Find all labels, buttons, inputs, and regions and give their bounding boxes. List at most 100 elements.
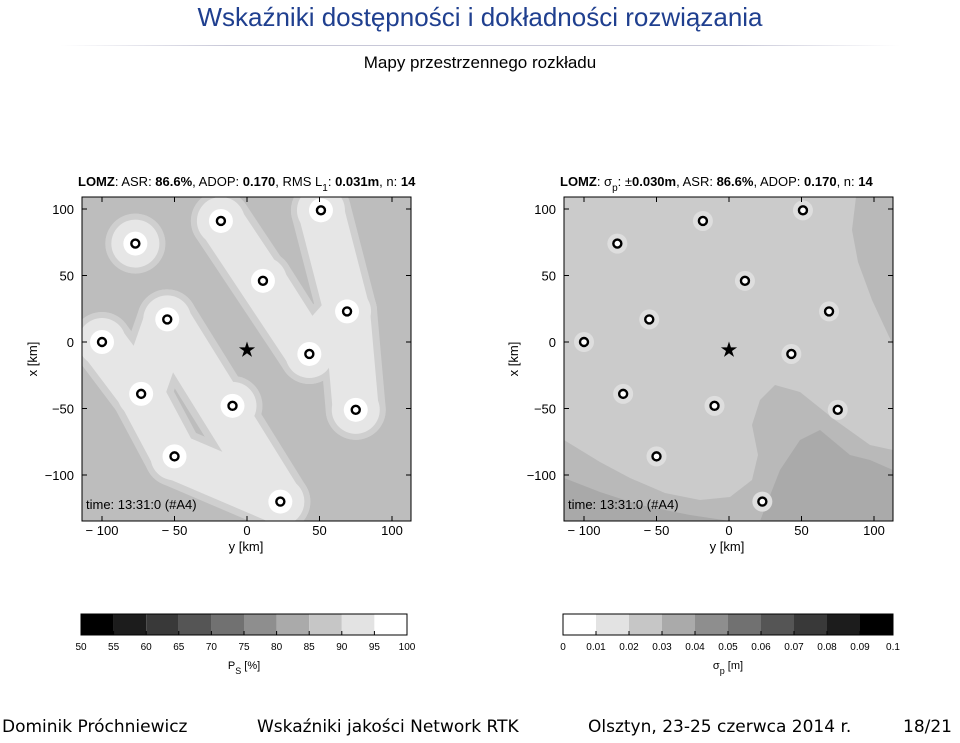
colorbar-swatch: [629, 614, 662, 635]
title-part: : ±: [618, 174, 632, 189]
colorbar-swatch: [374, 614, 407, 635]
y-tick-label: −100: [527, 468, 556, 483]
title-part: :: [328, 174, 335, 189]
colorbar-tick-label: 0.09: [850, 642, 870, 653]
station-marker: [651, 451, 662, 462]
ps-time-annotation: time: 13:31:0 (#A4): [86, 497, 197, 512]
colorbar-swatch: [113, 614, 147, 635]
y-tick-label: 50: [542, 269, 556, 284]
title-part: : σ: [597, 174, 612, 189]
colorbar-swatch: [827, 614, 860, 635]
colorbar-tick-label: 85: [304, 642, 316, 653]
y-tick-label: −50: [52, 402, 74, 417]
station-marker: [275, 496, 286, 507]
colorbar-tick-label: 65: [173, 642, 185, 653]
station-marker: [315, 205, 327, 216]
title-part: , RMS L: [275, 174, 322, 189]
ps-plot-frame: [81, 196, 412, 522]
colorbar-tick-label: 0.02: [619, 642, 639, 653]
sigma-stations: [578, 205, 843, 507]
title-part: 86.6%: [155, 174, 192, 189]
colorbar-tick-label: 0: [560, 642, 566, 653]
title-part: 86.6%: [717, 174, 754, 189]
x-tick-label: 50: [794, 523, 808, 538]
station-marker: [739, 275, 751, 287]
ps-x-axis-label: y [km]: [229, 539, 264, 554]
station-marker: [617, 388, 629, 400]
station-marker: [797, 205, 809, 216]
title-part: 14: [401, 174, 416, 189]
x-tick-label: 0: [725, 523, 732, 538]
colorbar-tick-label: 100: [399, 642, 416, 653]
colorbar-tick-label: 0.01: [586, 642, 606, 653]
colorbar-swatch: [662, 614, 695, 635]
title-part: 0.031m: [335, 174, 379, 189]
colorbar-swatch: [596, 614, 629, 635]
station-marker: [832, 404, 843, 416]
station-marker: [341, 306, 353, 317]
station-marker: [578, 336, 590, 348]
sigma-axis-ticks: − 100 − 50 0 50 100 −100 −50 0 50 100: [527, 197, 893, 538]
colorbar-tick-label: 70: [206, 642, 218, 653]
title-part: LOMZ: [78, 174, 115, 189]
x-tick-label: − 50: [644, 523, 670, 538]
colorbar-tick-label: 0.08: [817, 642, 837, 653]
colorbar-swatch: [81, 614, 114, 635]
colorbar-swatch: [244, 614, 277, 635]
colorbar-tick-label: 95: [369, 642, 381, 653]
colorbar-swatch: [794, 614, 827, 635]
colorbar-tick-label: 0.04: [685, 642, 705, 653]
y-tick-label: 100: [52, 202, 74, 217]
colorbar-label-sub: S: [235, 666, 241, 676]
colorbar-label-main: σ: [713, 660, 720, 672]
station-marker: [786, 348, 797, 360]
y-tick-label: 0: [549, 335, 556, 350]
colorbar-tick-label: 0.06: [751, 642, 771, 653]
y-tick-label: 100: [534, 202, 556, 217]
colorbar-tick-label: 80: [271, 642, 283, 653]
colorbar-swatch: [563, 614, 596, 635]
title-part: LOMZ: [560, 174, 597, 189]
station-marker: [130, 238, 141, 249]
colorbar-tick-label: 0.07: [784, 642, 804, 653]
title-part: , n:: [837, 174, 859, 189]
station-marker: [350, 404, 361, 416]
x-tick-label: 0: [243, 523, 250, 538]
colorbar-swatch: [211, 614, 244, 635]
sigma-region-lower-left: [564, 478, 730, 521]
title-rule: [60, 45, 900, 46]
station-marker: [169, 451, 180, 462]
sigma-map-panel: − 100 − 50 0 50 100 −100 −50 0 50 100 LOMZ: σp: ±…: [506, 174, 894, 554]
title-part: , ASR:: [676, 174, 716, 189]
station-marker: [823, 306, 835, 317]
colorbar-swatch: [728, 614, 761, 635]
sigma-plot-frame: [563, 196, 894, 522]
colorbar-label-unit: [%]: [241, 660, 260, 672]
colorbar-swatch: [276, 614, 310, 635]
title-part: , ADOP:: [192, 174, 243, 189]
ps-y-axis-label: x [km]: [25, 342, 40, 377]
colorbar-tick-label: 0.03: [652, 642, 672, 653]
sigma-x-axis-label: y [km]: [710, 539, 745, 554]
station-marker: [215, 215, 227, 227]
colorbar-swatch: [860, 614, 893, 635]
colorbar-tick-label: 60: [141, 642, 153, 653]
colorbar-label-main: P: [228, 660, 235, 672]
title-part: p: [612, 183, 618, 194]
title-part: 0.170: [804, 174, 837, 189]
x-tick-label: − 100: [568, 523, 601, 538]
title-part: 1: [322, 183, 328, 194]
x-tick-label: 100: [863, 523, 885, 538]
colorbar-swatch: [178, 614, 212, 635]
x-tick-label: 50: [312, 523, 326, 538]
ps-colorbar: 50 55 60 65 70 75 80 85 90 95 100 PS [%]: [75, 613, 416, 676]
title-part: 0.170: [243, 174, 276, 189]
footer-page-number: 18/21: [903, 717, 952, 737]
colorbar-tick-label: 0.05: [718, 642, 738, 653]
station-marker: [709, 400, 720, 412]
sigma-chart-title: LOMZ: σp: ±0.030m, ASR: 86.6%, ADOP: 0.1…: [560, 174, 873, 194]
sigma-colorbar: 0 0.01 0.02 0.03 0.04 0.05 0.06 0.07 0.08 0.09 0.1…: [560, 613, 900, 676]
sigma-region-lower-right: [760, 430, 893, 521]
sigma-y-axis-label: x [km]: [506, 342, 521, 377]
